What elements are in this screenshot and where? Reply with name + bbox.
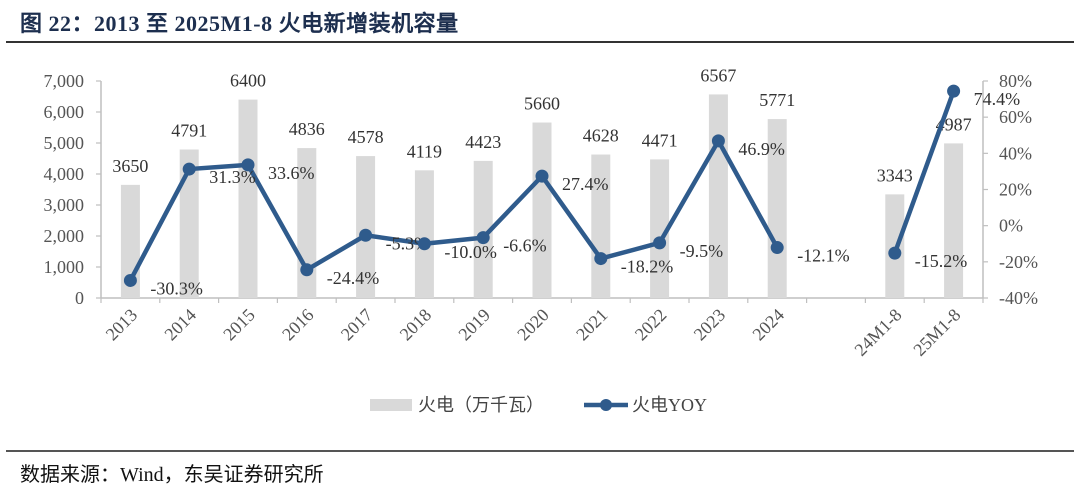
combo-chart: 0 1,000 2,000 3,000 4,000 5,000 6,000 7,000 -40%… — [44, 65, 1039, 415]
yoy-value-label: -30.3% — [150, 278, 203, 298]
x-axis-category-label: 2023 — [690, 305, 730, 345]
yoy-marker — [300, 263, 314, 277]
left-axis-tick-label: 3,000 — [44, 195, 85, 215]
yoy-value-label: -6.6% — [503, 236, 547, 256]
x-axis-category-label: 2019 — [454, 305, 494, 345]
left-axis-tick-label: 0 — [75, 288, 84, 308]
bar-value-label: 4791 — [171, 120, 207, 140]
bar-value-label: 4578 — [348, 127, 384, 147]
x-axis-category-label: 2016 — [278, 305, 318, 345]
yoy-line — [128, 138, 780, 282]
yoy-value-label: 74.4% — [974, 89, 1021, 109]
yoy-marker — [653, 236, 667, 250]
left-axis-tick-label: 4,000 — [44, 164, 85, 184]
bar — [767, 119, 787, 298]
right-axis-tick-label: 20% — [999, 180, 1032, 200]
left-axis-tick-label: 1,000 — [44, 257, 85, 277]
bar — [944, 143, 964, 298]
right-axis-tick-label: -40% — [999, 288, 1038, 308]
left-axis-tick-label: 6,000 — [44, 102, 85, 122]
chart-title: 图 22：2013 至 2025M1-8 火电新增装机容量 — [20, 11, 459, 36]
yoy-marker — [888, 246, 902, 260]
left-axis-tick-label: 5,000 — [44, 133, 85, 153]
bar-value-label: 4423 — [465, 132, 501, 152]
yoy-value-label: -18.2% — [621, 257, 674, 277]
yoy-marker — [359, 228, 373, 242]
bar-value-label: 6400 — [230, 71, 266, 91]
legend-line-label: 火电YOY — [632, 395, 707, 415]
title-divider — [6, 41, 1074, 43]
yoy-marker — [711, 134, 725, 148]
bar — [473, 160, 493, 298]
source-note: 数据来源：Wind，东吴证券研究所 — [20, 464, 324, 486]
bar-value-label: 3650 — [112, 156, 148, 176]
yoy-marker — [476, 231, 490, 245]
bar — [885, 194, 905, 298]
bar — [179, 149, 199, 298]
x-axis-category-label: 2021 — [572, 305, 612, 345]
yoy-marker — [947, 84, 961, 98]
yoy-marker — [123, 273, 137, 287]
x-axis-category-label: 2022 — [631, 305, 671, 345]
x-axis-category-label: 2017 — [337, 305, 377, 345]
yoy-value-label: 27.4% — [562, 174, 609, 194]
left-axis-tick-label: 7,000 — [44, 71, 85, 91]
x-axis-category-label: 2015 — [219, 305, 259, 345]
yoy-value-label: 33.6% — [268, 163, 315, 183]
footer-divider — [6, 450, 1074, 452]
bar-value-label: 4119 — [407, 141, 442, 161]
yoy-value-label: -24.4% — [327, 268, 380, 288]
bar — [708, 94, 728, 298]
yoy-marker — [182, 162, 196, 176]
legend-line-marker — [600, 399, 612, 411]
x-axis-category-label: 2020 — [513, 305, 553, 345]
bar — [356, 156, 376, 298]
x-axis-category-label: 24M1-8 — [850, 305, 905, 360]
yoy-marker — [594, 252, 608, 266]
bar-value-label: 6567 — [700, 65, 736, 85]
bar-value-label: 4628 — [583, 126, 619, 146]
right-axis-tick-label: 80% — [999, 71, 1032, 91]
bar-value-label: 4836 — [289, 119, 325, 139]
bar — [650, 159, 670, 298]
right-axis-tick-label: -20% — [999, 252, 1038, 272]
bar — [238, 99, 258, 298]
x-axis-category-label: 2024 — [748, 305, 788, 345]
x-axis-category-label: 2013 — [102, 305, 142, 345]
legend-bar-label: 火电（万千瓦） — [418, 395, 544, 415]
yoy-value-label: 46.9% — [738, 139, 785, 159]
right-axis-tick-label: 0% — [999, 216, 1023, 236]
legend-bar-swatch — [370, 399, 412, 411]
bar — [414, 170, 434, 298]
left-axis-tick-label: 2,000 — [44, 226, 85, 246]
yoy-line — [892, 90, 956, 254]
yoy-value-label: -9.5% — [680, 241, 724, 261]
yoy-value-label: -5.3% — [386, 233, 430, 253]
x-axis-category-label: 2014 — [160, 305, 200, 345]
bar-value-label: 3343 — [877, 165, 913, 185]
yoy-marker — [770, 241, 784, 255]
x-axis-category-label: 2018 — [396, 305, 436, 345]
bar-value-label: 5771 — [759, 90, 795, 110]
bar-value-label: 4471 — [642, 130, 678, 150]
x-axis-category-label: 25M1-8 — [909, 305, 964, 360]
yoy-value-label: 31.3% — [209, 167, 256, 187]
yoy-value-label: -10.0% — [444, 242, 497, 262]
yoy-value-label: -12.1% — [797, 246, 850, 266]
bar-value-label: 5660 — [524, 94, 560, 114]
bar — [532, 122, 552, 298]
yoy-marker — [417, 237, 431, 251]
right-axis-tick-label: 40% — [999, 143, 1032, 163]
yoy-value-label: -15.2% — [915, 251, 968, 271]
yoy-marker — [535, 169, 549, 183]
yoy-marker — [241, 158, 255, 172]
right-axis-tick-label: 60% — [999, 107, 1032, 127]
